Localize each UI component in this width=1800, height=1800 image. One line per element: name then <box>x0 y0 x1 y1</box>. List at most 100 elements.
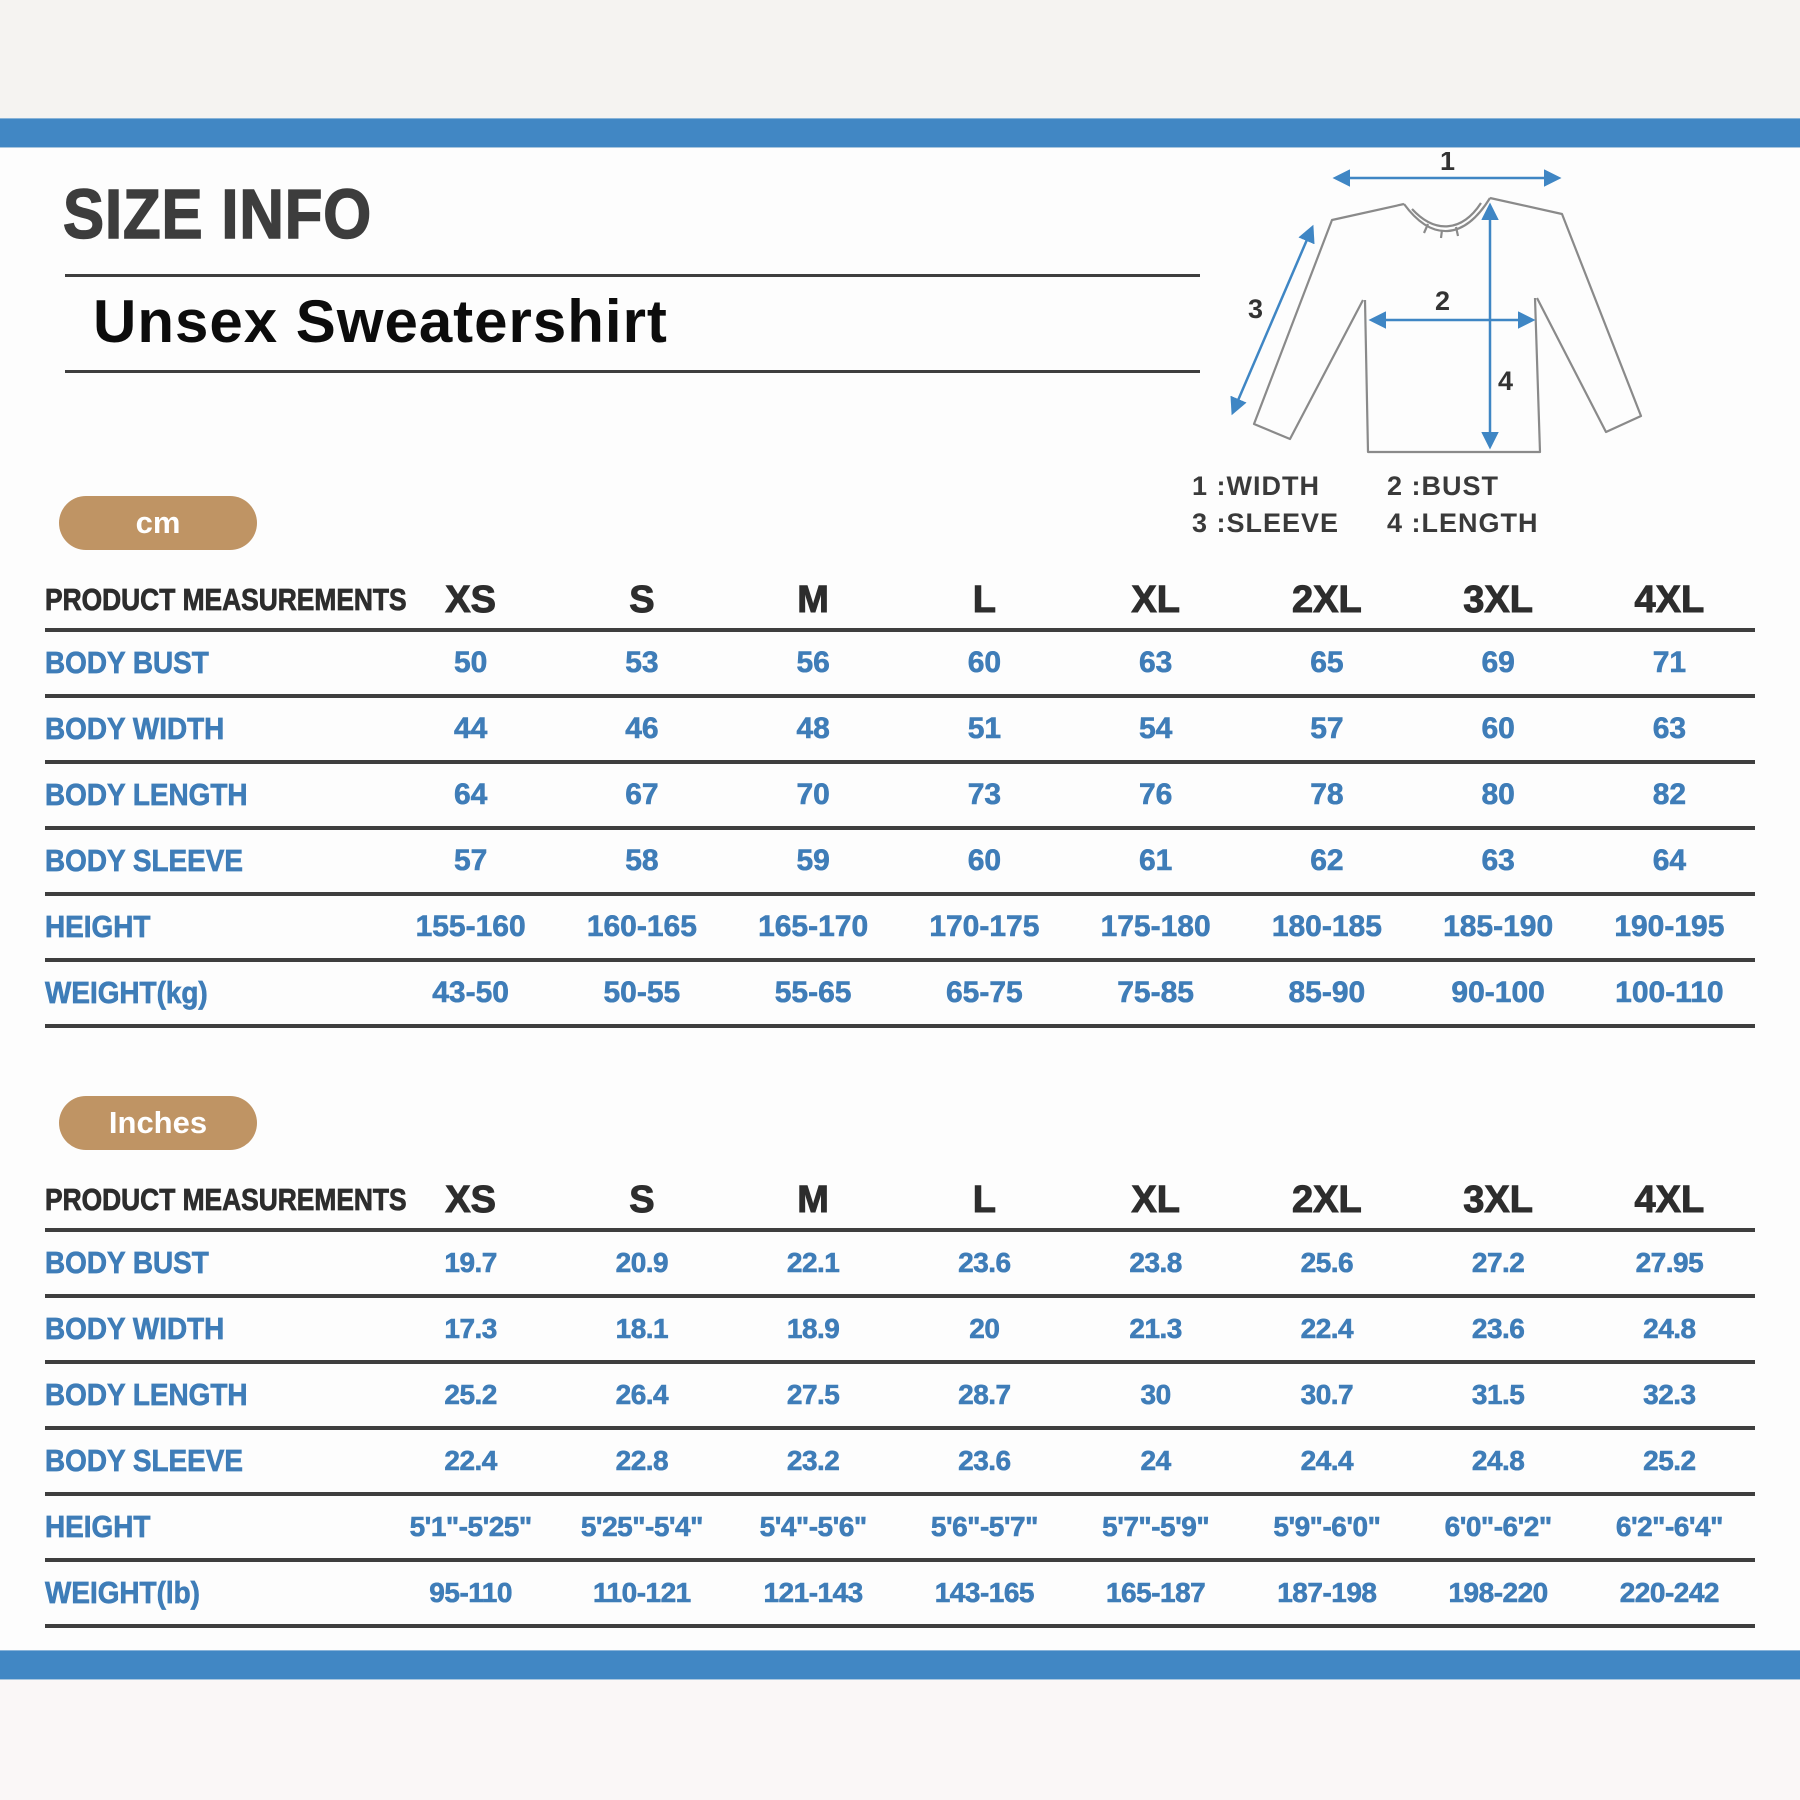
column-header-size-s: S <box>629 578 655 621</box>
legend-width: 1 :WIDTH <box>1192 471 1320 501</box>
measurement-value: 165-170 <box>758 910 869 944</box>
table-row: BODY BUST 50 53 56 60 63 65 69 71 <box>45 632 1755 698</box>
row-label: HEIGHT <box>45 1509 151 1545</box>
table-header-row: PRODUCT MEASUREMENTS XS S M L XL 2XL 3XL 4XL <box>45 1172 1755 1232</box>
row-label: BODY BUST <box>45 1245 209 1281</box>
column-header-size-3xl: 3XL <box>1463 578 1534 621</box>
measurement-value: 65 <box>1310 646 1344 680</box>
row-label: HEIGHT <box>45 909 151 945</box>
measurement-value: 28.7 <box>958 1379 1012 1411</box>
row-label: BODY WIDTH <box>45 1311 225 1347</box>
measurement-value: 5'4"-5'6" <box>759 1511 867 1543</box>
measurement-value: 95-110 <box>429 1577 513 1609</box>
measurement-value: 27.95 <box>1635 1247 1704 1279</box>
measurement-value: 23.2 <box>786 1445 841 1477</box>
measurement-value: 85-90 <box>1288 976 1366 1010</box>
measurement-value: 50-55 <box>603 976 681 1010</box>
column-header-size-4xl: 4XL <box>1634 1178 1705 1221</box>
row-label: BODY BUST <box>45 645 209 681</box>
measurement-value: 73 <box>967 778 1002 812</box>
column-header-size-xl: XL <box>1131 1178 1181 1221</box>
measurement-value: 18.1 <box>615 1313 669 1345</box>
measurement-value: 25.2 <box>1643 1445 1697 1477</box>
measurement-value: 165-187 <box>1105 1577 1206 1609</box>
measurement-value: 5'9"-6'0" <box>1273 1511 1381 1543</box>
diagram-marker-4: 4 <box>1498 366 1513 396</box>
measurement-value: 30 <box>1140 1379 1171 1411</box>
measurement-value: 60 <box>967 844 1002 878</box>
measurement-value: 60 <box>1481 712 1515 746</box>
measurement-value: 67 <box>625 778 659 812</box>
measurement-value: 53 <box>625 646 659 680</box>
table-header-row: PRODUCT MEASUREMENTS XS S M L XL 2XL 3XL 4XL <box>45 572 1755 632</box>
measurement-value: 160-165 <box>586 910 698 944</box>
size-table-inches: PRODUCT MEASUREMENTS XS S M L XL 2XL 3XL 4XL BODY… <box>45 1172 1755 1628</box>
row-label: BODY SLEEVE <box>45 843 244 879</box>
measurement-value: 22.4 <box>444 1445 498 1477</box>
measurement-value: 25.2 <box>444 1379 498 1411</box>
measurement-value: 17.3 <box>444 1313 498 1345</box>
measurement-value: 100-110 <box>1615 976 1724 1010</box>
measurement-value: 6'0"-6'2" <box>1444 1511 1552 1543</box>
measurement-value: 220-242 <box>1619 1577 1719 1609</box>
measurement-value: 61 <box>1138 844 1173 878</box>
measurement-value: 198-220 <box>1448 1577 1548 1609</box>
column-header-size-3xl: 3XL <box>1463 1178 1534 1221</box>
column-header-product-measurements: PRODUCT MEASUREMENTS <box>45 1182 407 1218</box>
product-name-box: Unsex Sweatershirt <box>65 274 1200 373</box>
measurement-value: 46 <box>625 712 659 746</box>
measurement-value: 63 <box>1481 844 1515 878</box>
column-header-size-2xl: 2XL <box>1292 1178 1363 1221</box>
unit-badge-inches: Inches <box>59 1096 257 1150</box>
row-label: BODY LENGTH <box>45 1377 248 1413</box>
measurement-diagram: 1 2 3 4 1 :WIDTH 2 :BUST 3 :SLEEVE 4 :LE… <box>1132 148 1762 539</box>
measurement-value: 18.9 <box>786 1313 841 1345</box>
measurement-value: 25.6 <box>1300 1247 1354 1279</box>
column-header-size-s: S <box>629 1178 655 1221</box>
measurement-value: 175-180 <box>1100 910 1211 944</box>
legend-bust: 2 :BUST <box>1387 471 1500 501</box>
measurement-value: 19.7 <box>444 1247 498 1279</box>
top-accent-bar <box>0 118 1800 148</box>
top-margin-strip <box>0 0 1800 118</box>
measurement-value: 32.3 <box>1643 1379 1697 1411</box>
diagram-marker-1: 1 <box>1440 152 1455 176</box>
table-row: HEIGHT 5'1"-5'25" 5'25"-5'4" 5'4"-5'6" 5'6"-… <box>45 1496 1755 1562</box>
column-header-size-m: M <box>797 578 830 621</box>
measurement-value: 24.8 <box>1643 1313 1697 1345</box>
row-label: BODY LENGTH <box>45 777 248 813</box>
measurement-value: 21.3 <box>1129 1313 1183 1345</box>
row-label: BODY SLEEVE <box>45 1443 244 1479</box>
measurement-value: 82 <box>1652 778 1687 812</box>
unit-badge-cm: cm <box>59 496 257 550</box>
measurement-value: 23.6 <box>958 1445 1012 1477</box>
measurement-value: 30.7 <box>1300 1379 1354 1411</box>
row-label: BODY WIDTH <box>45 711 225 747</box>
diagram-legend: 1 :WIDTH 2 :BUST 3 :SLEEVE 4 :LENGTH <box>1192 471 1762 539</box>
measurement-value: 23.6 <box>1471 1313 1526 1345</box>
measurement-value: 71 <box>1652 646 1687 680</box>
measurement-value: 24.4 <box>1300 1445 1354 1477</box>
column-header-size-l: L <box>972 1178 996 1221</box>
measurement-value: 76 <box>1138 778 1173 812</box>
table-row: BODY SLEEVE 57 58 59 60 61 62 63 64 <box>45 830 1755 896</box>
legend-sleeve: 3 :SLEEVE <box>1192 508 1340 538</box>
diagram-marker-3: 3 <box>1248 294 1263 324</box>
page-title: SIZE INFO <box>62 174 373 254</box>
measurement-value: 62 <box>1310 844 1344 878</box>
measurement-value: 22.1 <box>786 1247 841 1279</box>
table-row: BODY LENGTH 25.2 26.4 27.5 28.7 30 30.7 31.5 32.… <box>45 1364 1755 1430</box>
measurement-value: 90-100 <box>1451 976 1545 1010</box>
measurement-value: 170-175 <box>929 910 1040 944</box>
table-row: BODY WIDTH 44 46 48 51 54 57 60 63 <box>45 698 1755 764</box>
measurement-value: 5'6"-5'7" <box>930 1511 1039 1543</box>
measurement-value: 64 <box>1652 844 1687 878</box>
column-header-size-4xl: 4XL <box>1634 578 1705 621</box>
column-header-size-xs: XS <box>445 1178 497 1221</box>
measurement-value: 187-198 <box>1277 1577 1377 1609</box>
column-header-size-l: L <box>972 578 996 621</box>
measurement-value: 180-185 <box>1271 910 1383 944</box>
measurement-value: 27.2 <box>1471 1247 1526 1279</box>
measurement-value: 50 <box>453 646 488 680</box>
measurement-value: 5'7"-5'9" <box>1102 1511 1210 1543</box>
